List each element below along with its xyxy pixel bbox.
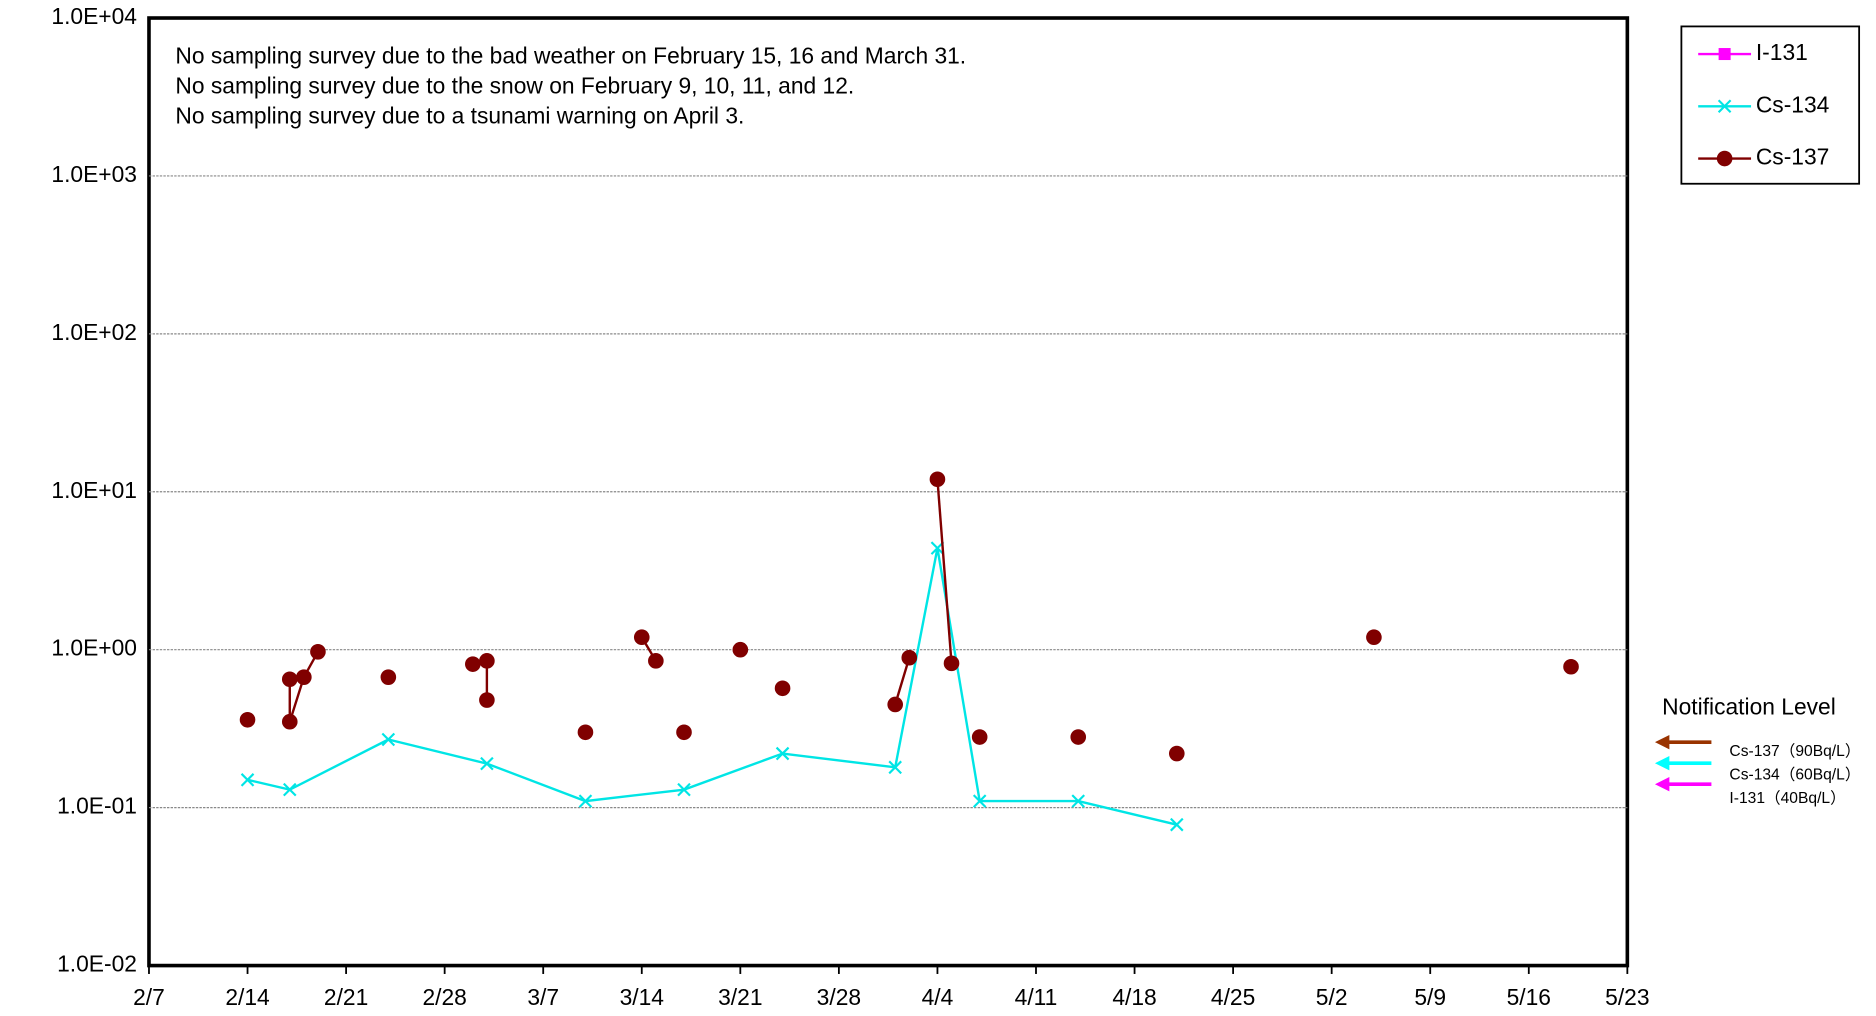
legend-label: I-131 <box>1756 39 1808 65</box>
notification-label: Cs-134（60Bq/L） <box>1729 766 1860 783</box>
series-line <box>247 547 1178 826</box>
data-point <box>971 729 988 745</box>
data-point <box>732 641 749 658</box>
data-point <box>283 782 297 797</box>
x-tick-label: 2/7 <box>133 984 165 1010</box>
legend-label: Cs-134 <box>1756 91 1830 117</box>
y-tick-label: 1.0E+02 <box>51 319 137 345</box>
annotation: No sampling survey due to a tsunami warn… <box>175 103 744 129</box>
data-point <box>1170 817 1184 832</box>
data-point <box>633 629 650 646</box>
data-point <box>887 696 904 713</box>
x-tick-label: 4/25 <box>1211 984 1255 1010</box>
x-tick-label: 5/23 <box>1605 984 1649 1010</box>
legend-marker <box>1717 99 1732 114</box>
legend-label: Cs-137 <box>1756 144 1830 170</box>
data-point <box>240 773 255 787</box>
data-point <box>648 653 664 669</box>
data-point <box>479 653 495 669</box>
y-tick-label: 1.0E+01 <box>51 477 137 503</box>
data-point <box>296 669 312 685</box>
y-tick-label: 1.0E-01 <box>57 793 137 819</box>
series-line <box>936 479 953 664</box>
data-point <box>465 656 481 672</box>
x-tick-label: 3/28 <box>817 984 861 1010</box>
x-tick-label: 5/9 <box>1414 984 1446 1010</box>
x-tick-label: 2/28 <box>422 984 466 1010</box>
x-tick-label: 3/14 <box>620 984 665 1010</box>
data-point <box>1168 745 1185 762</box>
y-tick-label: 1.0E-02 <box>57 951 137 977</box>
data-point <box>775 746 790 761</box>
data-point <box>381 732 396 747</box>
legend-marker <box>1718 48 1731 61</box>
x-tick-label: 3/7 <box>527 984 559 1010</box>
data-point <box>1366 629 1382 646</box>
x-tick-label: 4/18 <box>1112 984 1156 1010</box>
data-point <box>480 756 494 771</box>
annotation: No sampling survey due to the bad weathe… <box>175 43 966 69</box>
x-tick-label: 2/14 <box>225 984 270 1010</box>
x-tick-label: 5/2 <box>1316 984 1348 1010</box>
data-point <box>888 760 902 775</box>
x-tick-label: 5/16 <box>1507 984 1551 1010</box>
data-point <box>901 649 918 666</box>
data-point <box>677 782 691 797</box>
notification-arrowhead <box>1654 777 1670 792</box>
data-point <box>310 643 326 660</box>
data-point <box>281 671 298 688</box>
data-point <box>1563 658 1579 675</box>
data-point <box>1070 729 1087 745</box>
x-tick-label: 4/11 <box>1015 984 1058 1010</box>
data-point <box>774 680 791 697</box>
data-point <box>1071 794 1086 808</box>
series-line <box>288 651 319 723</box>
y-tick-label: 1.0E+03 <box>51 161 137 187</box>
notification-label: Cs-137（90Bq/L） <box>1729 743 1860 760</box>
x-tick-label: 3/21 <box>718 984 762 1010</box>
data-point <box>943 655 960 672</box>
notification-label: I-131（40Bq/L） <box>1729 790 1845 807</box>
data-point <box>281 713 298 730</box>
data-point <box>239 711 256 728</box>
y-tick-label: 1.0E+04 <box>51 3 137 29</box>
x-tick-label: 2/21 <box>324 984 368 1010</box>
data-point <box>578 794 593 808</box>
notification-title: Notification Level <box>1662 694 1836 720</box>
notification-arrowhead <box>1654 734 1670 750</box>
annotation: No sampling survey due to the snow on Fe… <box>175 73 854 99</box>
data-point <box>676 724 692 741</box>
data-point <box>929 471 946 488</box>
data-point <box>972 794 987 808</box>
x-tick-label: 4/4 <box>922 984 954 1010</box>
notification-arrowhead <box>1654 755 1670 771</box>
data-point <box>479 692 495 708</box>
data-point <box>577 724 594 741</box>
data-point <box>380 669 397 685</box>
series-line <box>894 657 911 705</box>
y-tick-label: 1.0E+00 <box>51 635 137 661</box>
legend-marker <box>1716 150 1733 167</box>
